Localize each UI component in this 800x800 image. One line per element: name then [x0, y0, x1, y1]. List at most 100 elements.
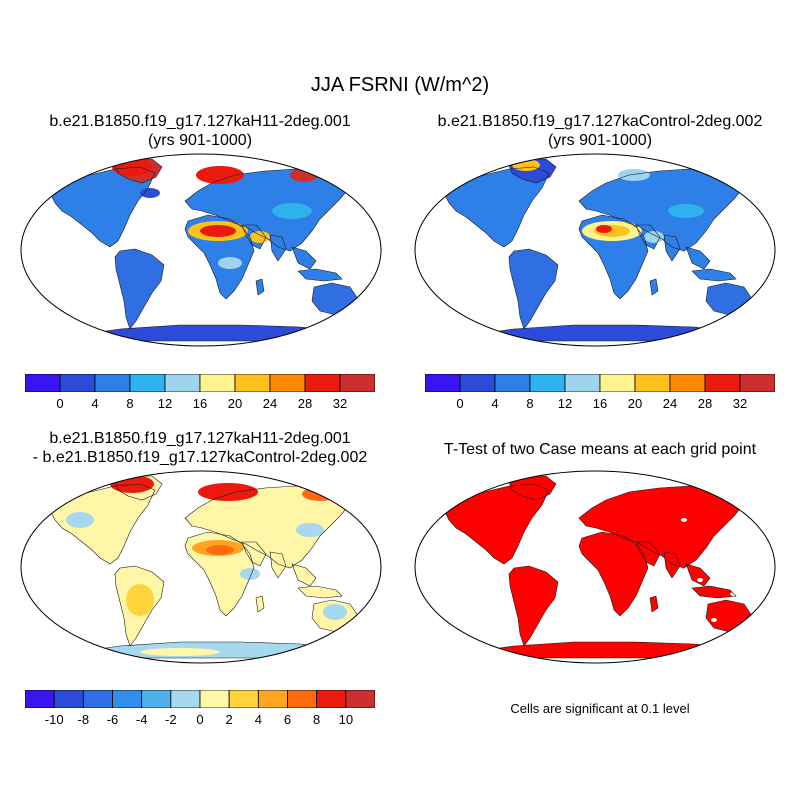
coastline	[508, 248, 559, 330]
colorbar-bottom-left-tick-label: 0	[196, 712, 204, 727]
coastline	[184, 485, 351, 569]
coastline	[184, 214, 255, 300]
land-arabia	[636, 542, 660, 566]
colorbar-top-left	[25, 374, 375, 392]
land-madagascar	[256, 596, 264, 612]
colorbar-top-right	[425, 374, 775, 392]
colorbar-top-left-swatch	[164, 374, 201, 392]
value-region	[711, 618, 717, 622]
colorbar-bottom-left-swatch	[141, 690, 172, 708]
map-boundary	[20, 470, 382, 664]
coastline	[578, 214, 649, 300]
colorbar-bottom-left-tick-label: 6	[283, 712, 292, 727]
value-region	[66, 512, 94, 528]
coastline	[685, 246, 711, 270]
map-panel-top-right	[414, 153, 776, 347]
colorbar-bottom-left-swatch	[257, 690, 288, 708]
value-region	[618, 169, 650, 181]
coastline	[114, 248, 165, 330]
colorbar-top-right-swatch	[669, 374, 706, 392]
panel-title-line1: b.e21.B1850.f19_g17.127kaControl-2deg.00…	[437, 113, 763, 130]
land-europe-asia	[579, 486, 744, 568]
colorbar-top-left-swatch	[234, 374, 271, 392]
coastline	[635, 224, 661, 250]
panel-title-line2: (yrs 901-1000)	[147, 132, 253, 149]
coastline	[471, 324, 741, 342]
colorbar-bottom-left-tick-label: 2	[225, 712, 233, 727]
colorbar-top-right-swatch	[704, 374, 741, 392]
value-region	[296, 523, 324, 537]
panel-title-line2: (yrs 901-1000)	[547, 132, 653, 149]
value-region	[140, 648, 220, 656]
coastline	[114, 565, 165, 647]
colorbar-bottom-left-swatch	[345, 690, 375, 708]
coastline	[255, 278, 265, 296]
land-se-asia	[686, 564, 710, 586]
land-madagascar	[650, 596, 658, 612]
colorbar-bottom-left-tick-label: -8	[77, 712, 90, 727]
colorbar-top-left-swatch	[129, 374, 166, 392]
value-region	[140, 188, 160, 198]
coastline	[297, 585, 343, 599]
coastline	[691, 268, 737, 282]
colorbar-labels-top-left: 0 4 8 12 16 20 24 28 32	[25, 396, 375, 412]
value-region	[250, 231, 270, 243]
colorbar-top-left-tick-label: 16	[192, 396, 208, 411]
land-north-america	[444, 484, 549, 564]
land-arabia	[242, 542, 266, 566]
colorbar-top-right-tick-label: 16	[592, 396, 608, 411]
colorbar-top-right-swatch	[529, 374, 566, 392]
colorbar-top-right-swatch	[494, 374, 531, 392]
colorbar-top-right-tick-label: 20	[627, 396, 643, 411]
colorbar-bottom-left-swatch	[170, 690, 201, 708]
land-north-america	[444, 167, 549, 247]
colorbar-top-left-tick-label: 28	[297, 396, 313, 411]
colorbar-top-left-swatch	[59, 374, 96, 392]
colorbar-top-left-tick-label: 32	[332, 396, 348, 411]
colorbar-bottom-left-swatch	[53, 690, 84, 708]
land-south-america	[115, 249, 164, 329]
value-region	[240, 568, 260, 580]
land-greenland	[509, 476, 556, 500]
land-south-america	[509, 249, 558, 329]
colorbar-top-left-tick-label: 8	[126, 396, 134, 411]
value-region	[323, 604, 347, 620]
coastline	[269, 551, 287, 579]
coastline	[635, 541, 661, 567]
colorbar-bottom-left-tick-label: -10	[44, 712, 64, 727]
colorbar-top-right-tick-label: 8	[526, 396, 534, 411]
value-region	[668, 204, 704, 218]
colorbar-top-left-swatch	[304, 374, 341, 392]
coastline	[663, 234, 681, 262]
land-north-america	[50, 167, 155, 247]
land-madagascar	[256, 279, 264, 295]
coastline	[184, 168, 351, 252]
coastline	[241, 541, 267, 567]
coastline	[508, 565, 559, 647]
colorbar-top-right-swatch	[425, 374, 461, 392]
coastline	[685, 563, 711, 587]
panel-title-line1: b.e21.B1850.f19_g17.127kaH11-2deg.001	[49, 430, 351, 447]
main-title: JJA FSRNI (W/m^2)	[310, 74, 490, 96]
colorbar-top-left-tick-label: 0	[56, 396, 64, 411]
colorbar-bottom-left-tick-label: 4	[254, 712, 262, 727]
panel-title-line2: - b.e21.B1850.f19_g17.127kaControl-2deg.…	[32, 449, 368, 466]
coastline	[649, 278, 659, 296]
map-boundary	[414, 153, 776, 347]
land-europe-asia	[185, 169, 350, 251]
value-region	[206, 545, 234, 555]
colorbar-top-left-swatch	[199, 374, 236, 392]
colorbar-top-right-swatch	[459, 374, 496, 392]
colorbar-top-left-swatch	[269, 374, 306, 392]
colorbar-bottom-left	[25, 690, 375, 708]
coastline	[49, 483, 156, 565]
land-africa	[579, 532, 648, 616]
coastline	[291, 563, 317, 587]
value-region	[551, 498, 557, 502]
colorbar-top-left-tick-label: 12	[157, 396, 173, 411]
colorbar-labels-top-right: 0 4 8 12 16 20 24 28 32	[425, 396, 775, 412]
coastline	[663, 551, 681, 579]
coastline	[49, 166, 156, 248]
colorbar-bottom-left-tick-label: -6	[106, 712, 119, 727]
colorbar-bottom-left-tick-label: 8	[313, 712, 321, 727]
